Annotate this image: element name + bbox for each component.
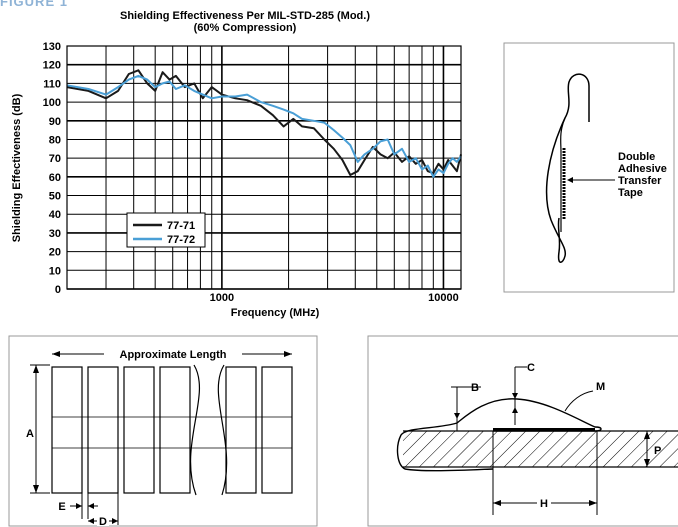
annotation-line-3: Transfer [618,175,662,187]
x-tick-label-1000: 1000 [210,292,234,304]
y-tick-labels: 0 10 20 30 40 50 60 70 80 90 100 110 120 130 [43,41,61,296]
finger-1 [51,366,83,494]
h-arrow-right [589,500,597,506]
d-arrow-left [88,518,94,524]
p-arrow-bottom [644,459,650,467]
y-tick-label-0: 0 [55,284,61,296]
label-c: C [527,362,535,374]
y-tick-label-60: 60 [49,172,61,184]
label-h-bg [537,496,551,509]
length-label-bg [104,346,242,362]
legend-box [126,212,206,248]
label-a: A [26,428,34,440]
annotation-line-1: Double [618,151,655,163]
figure-label: FIGURE 1 [0,0,68,9]
chart-subtitle: (60% Compression) [194,22,297,34]
finger-3 [123,366,155,494]
annotation-line-4: Tape [618,187,643,199]
finger-6 [261,366,293,494]
a-arrow-top [33,365,39,373]
length-arrow-right [284,351,292,357]
p-arrow-top [644,431,650,439]
y-axis-label: Shielding Effectiveness (dB) [11,93,23,242]
finger-2 [87,366,119,494]
c-arrow-up [512,407,518,413]
cross-section-diagram: B C M P H [367,335,678,527]
y-tick-label-20: 20 [49,247,61,259]
label-d: D [99,516,107,527]
c-arrow-down [512,393,518,399]
m-leader [564,390,594,412]
label-h: H [540,498,548,510]
label-m: M [596,381,605,393]
plot-frame [66,45,462,290]
length-label: Approximate Length [120,349,227,361]
annotation-arrowhead [567,177,573,183]
a-arrow-bottom [33,485,39,493]
d-arrow-right [112,518,118,524]
gasket-inner [560,117,566,232]
chart-title: Shielding Effectiveness Per MIL-STD-285 … [120,10,370,22]
x-tick-labels: 1000 10000 [210,292,459,304]
y-tick-label-110: 110 [43,78,61,90]
label-b: B [471,382,479,394]
shielding-chart: Shielding Effectiveness Per MIL-STD-285 … [11,10,462,319]
h-arrow-left [493,500,501,506]
e-arrow-head-right [88,503,94,509]
series-line-77-71 [66,69,462,176]
label-p: P [654,445,661,457]
y-tick-label-40: 40 [49,209,61,221]
strip-fingers [51,366,293,494]
substrate-hatch [403,431,678,467]
legend: 77-71 77-72 [126,212,206,248]
label-d-bg [97,515,109,526]
annotation-line-2: Adhesive [618,163,667,175]
tape-side-diagram: Double Adhesive Transfer Tape [503,42,675,293]
label-e: E [58,501,65,513]
strip-dimension-diagram: Approximate Length A E D [8,335,318,527]
series-line-77-72 [66,74,462,178]
gasket-profile [545,73,590,263]
b-arrow-top [454,413,460,419]
series-lines [66,69,462,178]
y-tick-label-80: 80 [49,134,61,146]
y-tick-label-120: 120 [43,60,61,72]
y-tick-label-30: 30 [49,228,61,240]
y-tick-label-100: 100 [43,97,61,109]
y-tick-label-10: 10 [49,265,61,277]
cross-section-frame [367,335,678,527]
dimension-diagram-frame [8,335,318,527]
y-tick-label-90: 90 [49,116,61,128]
x-axis-label: Frequency (MHz) [231,307,320,319]
e-arrow-head [76,503,82,509]
adhesive-layer [493,428,595,431]
y-tick-label-50: 50 [49,191,61,203]
legend-label-77-71: 77-71 [167,220,195,232]
side-diagram-frame [503,42,675,293]
break-line-right [217,364,228,496]
length-arrow-left [52,351,60,357]
finger-5 [225,366,257,494]
legend-label-77-72: 77-72 [167,234,195,246]
finger-4 [159,366,191,494]
x-tick-label-10000: 10000 [428,292,459,304]
break-line-left [189,364,201,496]
y-tick-label-130: 130 [43,41,61,53]
y-tick-label-70: 70 [49,153,61,165]
